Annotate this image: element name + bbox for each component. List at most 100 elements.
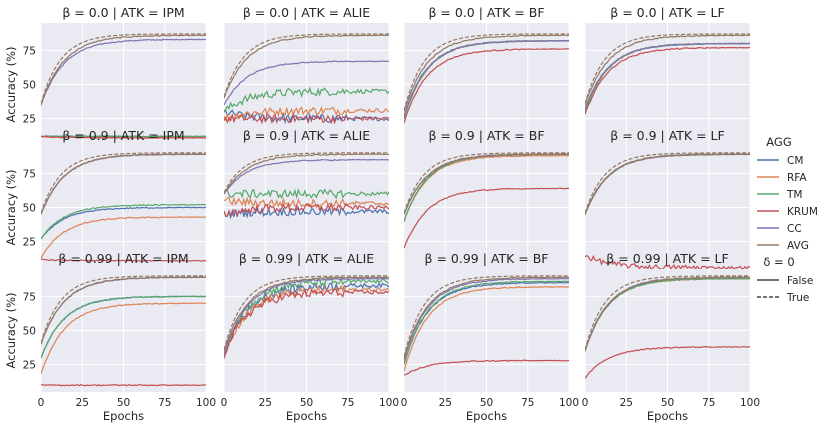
panel-2: β = 0.0 | ATK = ALIE (223, 5, 390, 146)
series-lines (404, 33, 569, 124)
panel-3: β = 0.0 | ATK = BF (403, 5, 570, 146)
x-tick-label: 75 (341, 397, 354, 409)
panel-title: β = 0.9 | ATK = LF (610, 128, 724, 143)
series-krum (224, 112, 389, 125)
series-avg-dashed (404, 275, 569, 357)
x-axis-label: Epochs (286, 409, 327, 423)
x-tick-label: 50 (117, 397, 130, 409)
series-avg (404, 34, 569, 112)
legend: AGG CM RFA TM KRUM CC AVG δ = 0 False True (757, 135, 818, 304)
series-rfa (404, 285, 569, 372)
x-tick-label: 25 (259, 397, 272, 409)
series-lines (41, 275, 206, 387)
series-tm (224, 188, 389, 200)
series-avg-dashed (224, 33, 389, 97)
panel-10: β = 0.99 | ATK = ALIE 0 25 50 75 100 Epochs (221, 251, 399, 423)
series-krum (585, 345, 750, 379)
panel-4: β = 0.0 | ATK = LF (584, 5, 751, 146)
series-avg (224, 276, 389, 351)
series-avg (41, 153, 206, 215)
series-avg-dashed (224, 152, 389, 193)
series-avg (41, 276, 206, 345)
series-lines (41, 152, 206, 262)
series-lines (404, 275, 569, 376)
legend-label-krum: KRUM (787, 206, 818, 218)
series-krum (41, 258, 206, 262)
panel-12: β = 0.99 | ATK = LF 0 25 50 75 100 Epochs (582, 251, 760, 423)
panel-title: β = 0.0 | ATK = ALIE (243, 5, 370, 20)
panel-1: β = 0.0 | ATK = IPM 25 50 75 Accuracy (%) (4, 5, 207, 146)
series-krum (585, 254, 750, 269)
series-avg (224, 153, 389, 194)
x-tick-label: 100 (196, 397, 216, 409)
legend-style-title: δ = 0 (763, 255, 794, 269)
series-cm (224, 205, 389, 220)
series-avg (404, 276, 569, 359)
series-avg (585, 34, 750, 106)
series-lines (404, 152, 569, 249)
legend-title: AGG (766, 135, 792, 149)
series-avg-dashed (585, 152, 750, 214)
series-rfa (41, 216, 206, 259)
series-tm (41, 203, 206, 240)
legend-label-tm: TM (786, 189, 802, 201)
y-tick-label: 25 (23, 114, 36, 126)
series-krum (404, 187, 569, 249)
y-tick-label: 75 (23, 45, 36, 57)
x-tick-label: 0 (221, 397, 228, 409)
panel-title: β = 0.0 | ATK = LF (610, 5, 724, 20)
series-avg-dashed (224, 275, 389, 350)
panel-7: β = 0.9 | ATK = BF (403, 128, 570, 269)
panel-5: β = 0.9 | ATK = IPM 25 50 75 Accuracy (%) (4, 128, 207, 269)
x-tick-label: 25 (439, 397, 452, 409)
panel-title: β = 0.9 | ATK = IPM (62, 128, 184, 143)
x-tick-label: 25 (620, 397, 633, 409)
legend-label-avg: AVG (787, 240, 809, 252)
y-tick-label: 50 (23, 80, 36, 92)
legend-label-rfa: RFA (787, 172, 807, 184)
series-avg-dashed (404, 33, 569, 111)
series-cc (224, 158, 389, 195)
x-tick-label: 100 (740, 397, 760, 409)
x-tick-label: 75 (521, 397, 534, 409)
y-tick-label: 50 (23, 326, 36, 338)
series-cc (585, 42, 750, 110)
series-cc (224, 277, 389, 356)
x-tick-label: 50 (661, 397, 674, 409)
series-avg (404, 153, 569, 215)
series-rfa (404, 154, 569, 222)
series-avg-dashed (41, 152, 206, 214)
panel-title: β = 0.0 | ATK = BF (428, 5, 544, 20)
y-tick-label: 25 (23, 360, 36, 372)
panel-title: β = 0.99 | ATK = IPM (58, 251, 188, 266)
series-lines (585, 275, 750, 379)
series-cc (41, 38, 206, 105)
y-tick-label: 75 (23, 291, 36, 303)
x-tick-label: 0 (582, 397, 589, 409)
y-tick-label: 50 (23, 203, 36, 215)
x-tick-label: 0 (401, 397, 408, 409)
y-tick-label: 75 (23, 168, 36, 180)
series-lines (585, 152, 750, 269)
x-tick-label: 75 (702, 397, 715, 409)
series-cc (224, 60, 389, 106)
x-tick-label: 50 (480, 397, 493, 409)
series-lines (224, 33, 389, 125)
series-avg (41, 34, 206, 106)
series-krum (224, 288, 389, 359)
x-tick-label: 50 (300, 397, 313, 409)
y-tick-label: 25 (23, 237, 36, 249)
series-krum (41, 383, 206, 387)
y-axis-label: Accuracy (%) (4, 292, 18, 368)
x-axis-label: Epochs (647, 409, 688, 423)
panel-title: β = 0.9 | ATK = BF (428, 128, 544, 143)
series-cm (41, 206, 206, 239)
series-avg-dashed (585, 275, 750, 350)
x-axis-label: Epochs (103, 409, 144, 423)
series-krum (41, 135, 206, 139)
y-axis-label: Accuracy (%) (4, 169, 18, 245)
series-tm (41, 295, 206, 359)
series-lines (224, 275, 389, 359)
